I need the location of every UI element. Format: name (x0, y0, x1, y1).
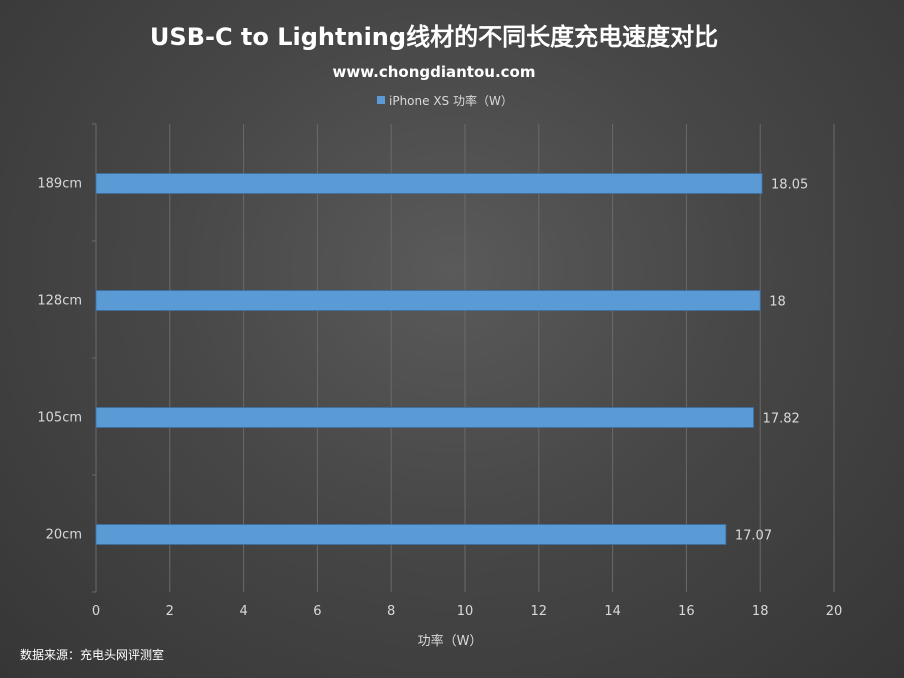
bar (95, 290, 761, 311)
data-label: 18 (769, 295, 786, 310)
legend-label: iPhone XS 功率（W） (389, 93, 513, 108)
bars: 18.05 18 17.82 17.07 (95, 173, 808, 545)
grid-lines (95, 124, 835, 592)
x-tick-label: 8 (387, 604, 395, 619)
chart-subtitle: www.chongdiantou.com (333, 63, 536, 81)
x-tick-label: 16 (678, 604, 695, 619)
y-category-label: 189cm (37, 177, 82, 192)
x-tick-label: 4 (239, 604, 247, 619)
x-axis-ticks: 0 2 4 6 8 10 12 14 16 18 20 (92, 604, 842, 619)
y-axis-categories: 189cm 128cm 105cm 20cm (37, 123, 96, 593)
x-tick-label: 6 (313, 604, 321, 619)
x-tick-label: 10 (457, 604, 474, 619)
y-category-label: 105cm (37, 411, 82, 426)
y-category-label: 20cm (46, 528, 82, 543)
bar (95, 524, 727, 545)
bar (95, 407, 754, 428)
data-label: 17.07 (735, 529, 772, 544)
x-tick-label: 14 (604, 604, 621, 619)
data-label: 18.05 (771, 178, 808, 193)
x-tick-label: 18 (752, 604, 769, 619)
x-tick-label: 12 (531, 604, 548, 619)
data-label: 17.82 (763, 412, 800, 427)
bar (95, 173, 763, 194)
legend: iPhone XS 功率（W） (377, 93, 513, 108)
x-axis-label: 功率（W） (418, 633, 483, 649)
source-note: 数据来源：充电头网评测室 (20, 647, 164, 662)
x-tick-label: 2 (166, 604, 174, 619)
y-category-label: 128cm (37, 294, 82, 309)
x-tick-label: 20 (826, 604, 843, 619)
legend-swatch (377, 96, 385, 104)
chart-title: USB-C to Lightning线材的不同长度充电速度对比 (150, 23, 718, 51)
x-tick-label: 0 (92, 604, 100, 619)
